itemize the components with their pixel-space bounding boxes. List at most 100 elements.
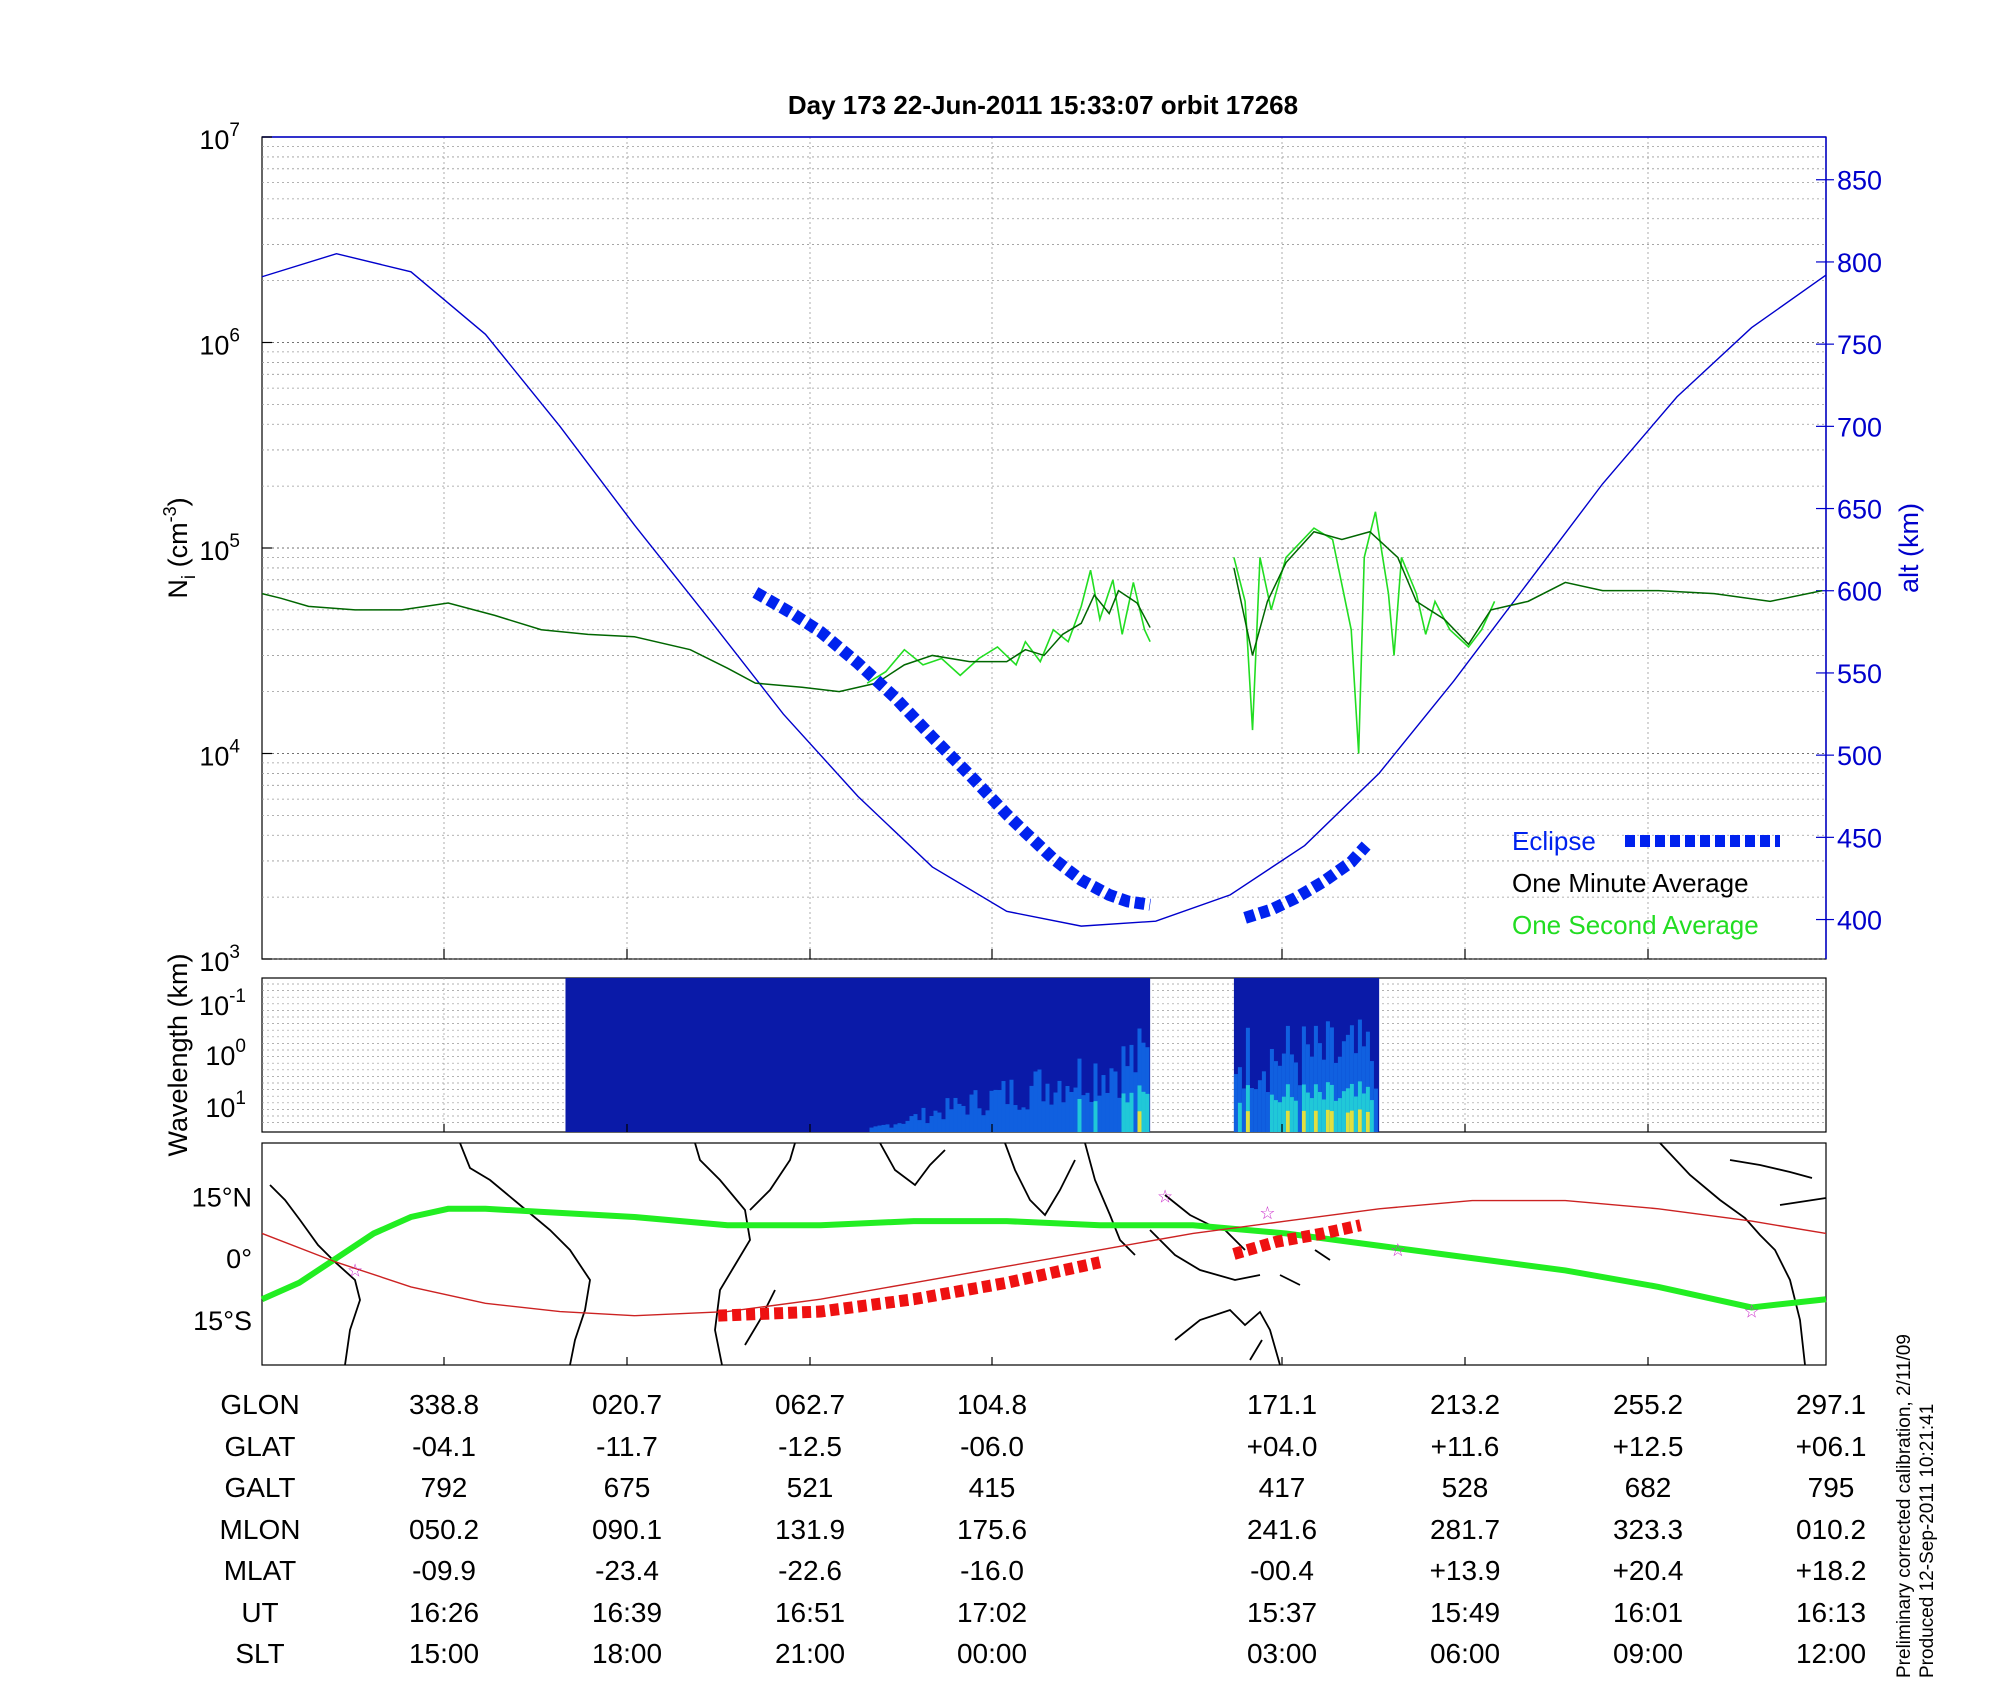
spectrogram-column	[873, 1126, 878, 1132]
readout-row-ut: UT 16:26 16:39 16:51 17:02 15:37 15:49 16:01 16:…	[0, 1593, 1900, 1633]
africa-west-coast	[694, 1142, 751, 1366]
spectrogram-column	[1041, 1101, 1046, 1132]
latitude-tick-label: 15°N	[192, 1182, 252, 1212]
readout-value: +06.1	[1795, 1430, 1867, 1462]
spectrogram-column	[1357, 1019, 1362, 1132]
spectrogram-column	[1057, 1080, 1062, 1132]
spectrogram-column	[1089, 1101, 1094, 1132]
caribbean-coast	[1729, 1159, 1827, 1206]
spectrogram-column-mid	[1137, 1085, 1142, 1132]
spectrogram-column	[1265, 1092, 1270, 1132]
spectrogram-column-mid	[1309, 1098, 1314, 1132]
calibration-note-line1: Preliminary corrected calibration, 2/11/…	[1894, 1334, 1915, 1678]
tick-base: 10	[199, 991, 229, 1021]
right-tick-labels: 400 450 500 550 600 650 700 750 800 850	[1816, 166, 1882, 936]
readout-value: 12:00	[1795, 1638, 1867, 1669]
latitude-tick-labels: 15°N 0° 15°S	[192, 1182, 252, 1335]
left-tick-label: 104	[199, 737, 240, 772]
spectrogram-column-mid	[1141, 1091, 1146, 1132]
spectrogram-column-mid	[1145, 1093, 1150, 1132]
spectrogram-column-mid	[1129, 1092, 1134, 1132]
spectrogram-column	[1049, 1104, 1054, 1132]
spectrogram-column	[1085, 1092, 1090, 1132]
spectrogram-column-mid	[1289, 1097, 1294, 1132]
readout-value: 18:00	[591, 1638, 663, 1669]
spectrogram-column	[1013, 1105, 1018, 1132]
latitude-tick-label: 15°S	[193, 1306, 252, 1336]
spectrogram-column	[1065, 1086, 1070, 1132]
spectrogram-column	[1301, 1026, 1306, 1132]
spectrogram-column	[1125, 1066, 1130, 1132]
readout-label: GALT	[224, 1472, 296, 1503]
spectrogram-column	[1097, 1095, 1102, 1132]
right-tick-label: 550	[1837, 659, 1882, 689]
right-axis-label: alt (km)	[1894, 503, 1924, 593]
readout-value: 175.6	[956, 1513, 1028, 1545]
spectrogram-column-mid	[1365, 1086, 1370, 1132]
readout-label: MLAT	[223, 1555, 297, 1586]
readout-label: UT	[241, 1596, 279, 1628]
left-tick-label: 107	[199, 120, 240, 155]
right-tick-label: 400	[1837, 906, 1882, 936]
spectrogram-column	[1313, 1025, 1318, 1132]
spectrogram-column	[1005, 1104, 1010, 1132]
spectrogram-column	[1269, 1048, 1274, 1132]
eclipse-track-line	[1232, 1219, 1362, 1260]
spectrogram-column	[897, 1123, 902, 1132]
readout-value: +13.9	[1429, 1555, 1501, 1586]
spectrogram-column	[1293, 1062, 1298, 1132]
spectrogram-column-mid	[1313, 1084, 1318, 1132]
spectrogram-column	[1129, 1044, 1134, 1132]
spectrogram-column	[1297, 1085, 1302, 1132]
tick-exponent: 6	[229, 326, 240, 347]
spectrogram-column-mid	[1277, 1102, 1282, 1132]
legend-minute-label: One Minute Average	[1512, 868, 1749, 898]
spectrogram-column-mid	[1333, 1100, 1338, 1132]
spectrogram-column	[945, 1098, 950, 1132]
spectrogram-heatmap	[565, 978, 1380, 1132]
spectrogram-column	[905, 1120, 910, 1132]
spectrogram-column-high	[1349, 1110, 1354, 1132]
spectrogram-column	[1121, 1046, 1126, 1132]
spectrogram-column	[941, 1119, 946, 1132]
spectrogram-column-mid	[1301, 1084, 1306, 1132]
one-minute-line	[261, 589, 1151, 693]
spectrogram-column	[937, 1112, 942, 1132]
spectrogram-column-high	[1345, 1112, 1350, 1132]
readout-value: 338.8	[408, 1389, 480, 1420]
readout-value: -12.5	[778, 1430, 842, 1462]
readout-value: +12.5	[1612, 1430, 1684, 1462]
spectrogram-column	[1345, 1034, 1350, 1132]
readout-value: 213.2	[1429, 1389, 1501, 1420]
spectrogram-column	[921, 1107, 926, 1132]
readout-value: 682	[1624, 1472, 1672, 1503]
tick-base: 10	[199, 125, 229, 155]
altitude-line	[261, 252, 1827, 927]
readout-value: 792	[420, 1472, 468, 1503]
spectrogram-column	[1037, 1069, 1042, 1132]
left-tick-label: 105	[199, 531, 240, 566]
spectrogram-column-mid	[1269, 1094, 1274, 1132]
tick-base: 10	[199, 947, 229, 977]
arabia-coast	[879, 1142, 946, 1187]
spectrogram-column-high	[1329, 1111, 1334, 1132]
readout-value: 15:00	[408, 1638, 480, 1669]
readout-label: GLAT	[224, 1430, 296, 1462]
spectrogram-column-mid	[1361, 1093, 1366, 1132]
readout-value: -22.6	[778, 1555, 842, 1586]
readout-value: 03:00	[1246, 1638, 1318, 1669]
readout-value: 06:00	[1429, 1638, 1501, 1669]
y-label-base: N	[163, 579, 193, 599]
legend-second-label: One Second Average	[1512, 910, 1759, 940]
spectrogram-column	[1369, 1061, 1374, 1132]
spectrogram-column	[1245, 1027, 1250, 1132]
right-tick-label: 750	[1837, 330, 1882, 360]
spectrogram-column-high	[1325, 1109, 1330, 1132]
tick-base: 10	[205, 1093, 235, 1123]
spectrogram-column-mid	[1349, 1083, 1354, 1132]
one-second-line	[1233, 511, 1496, 754]
